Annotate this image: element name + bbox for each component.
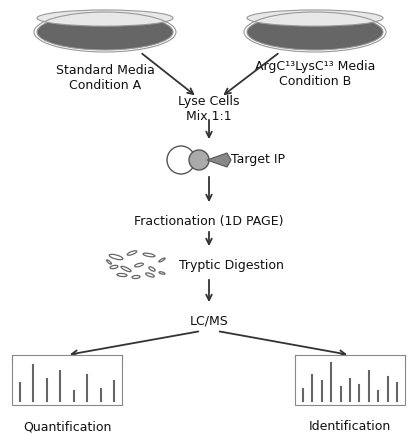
Ellipse shape (247, 14, 383, 50)
Text: Lyse Cells
Mix 1:1: Lyse Cells Mix 1:1 (178, 95, 240, 123)
Text: Identification: Identification (309, 420, 391, 433)
Text: Tryptic Digestion: Tryptic Digestion (179, 259, 284, 272)
Ellipse shape (167, 146, 195, 174)
Bar (295, 355, 405, 405)
Text: LC/MS: LC/MS (190, 315, 228, 328)
Ellipse shape (247, 10, 383, 26)
Text: Standard Media
Condition A: Standard Media Condition A (56, 64, 154, 92)
Bar (12, 355, 122, 405)
Text: ArgC¹³LysC¹³ Media
Condition B: ArgC¹³LysC¹³ Media Condition B (255, 60, 375, 88)
Text: Quantification: Quantification (23, 420, 111, 433)
Ellipse shape (37, 10, 173, 26)
Text: Target IP: Target IP (231, 154, 285, 167)
Ellipse shape (189, 150, 209, 170)
Polygon shape (207, 153, 231, 167)
Ellipse shape (37, 14, 173, 50)
Text: Fractionation (1D PAGE): Fractionation (1D PAGE) (134, 215, 284, 228)
